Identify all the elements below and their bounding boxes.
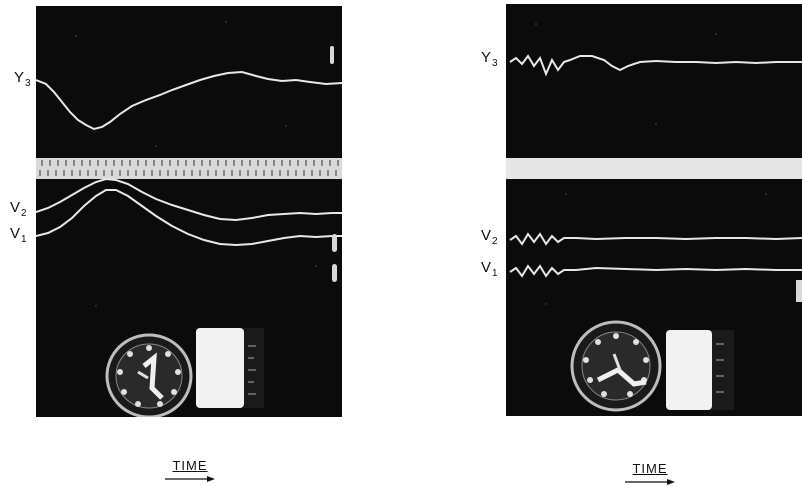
left-oscillogram (36, 6, 342, 417)
left-v1-label: V1 (10, 225, 27, 245)
left-y3-label: Y3 (14, 69, 31, 89)
right-marker (796, 280, 802, 302)
left-y3-trace (36, 70, 342, 131)
right-v2-trace (509, 232, 802, 246)
right-time-axis: TIME (620, 460, 680, 486)
right-counter-window (666, 330, 734, 410)
right-time-label: TIME (632, 461, 668, 476)
left-marker-mid (332, 234, 337, 252)
right-v1-trace (509, 264, 802, 278)
left-time-label: TIME (172, 458, 208, 473)
left-timing-ticks (39, 160, 339, 176)
left-time-axis: TIME (160, 457, 220, 483)
left-v1-trace (36, 189, 342, 247)
right-y3-label: Y3 (481, 49, 498, 69)
left-film-background (36, 6, 342, 417)
left-counter-window (196, 328, 264, 408)
left-film-noise (75, 21, 317, 307)
right-timing-band (506, 158, 802, 179)
left-v2-label: V2 (10, 199, 27, 219)
left-marker-top (330, 46, 334, 64)
right-clock-dial-icon (570, 320, 662, 412)
left-v2-trace (36, 177, 342, 222)
right-arrow-icon (625, 479, 675, 485)
right-y3-trace (509, 54, 802, 77)
right-oscillogram (506, 4, 802, 416)
right-v2-label: V2 (481, 227, 498, 247)
left-clock-dial-icon (105, 333, 193, 417)
right-arrow-icon (165, 476, 215, 482)
right-v1-label: V1 (481, 259, 498, 279)
right-film-noise (535, 23, 767, 305)
left-marker-low (332, 264, 337, 282)
